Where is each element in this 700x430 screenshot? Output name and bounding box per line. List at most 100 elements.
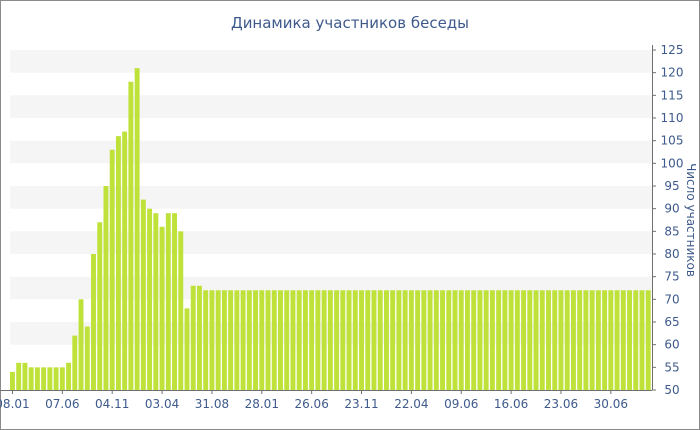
bar: [284, 290, 290, 390]
bar: [253, 290, 259, 390]
bar: [377, 290, 383, 390]
bar: [78, 299, 84, 390]
bar: [221, 290, 227, 390]
y-tick-label: 125: [661, 43, 684, 57]
bar: [53, 367, 59, 390]
bar: [558, 290, 564, 390]
x-tick-label: 16.06: [494, 397, 528, 411]
y-tick-label: 100: [661, 156, 684, 170]
bar: [321, 290, 327, 390]
bar: [103, 186, 109, 390]
bar: [234, 290, 240, 390]
bar: [521, 290, 527, 390]
grid-band: [10, 50, 652, 73]
bar: [471, 290, 477, 390]
bar: [115, 136, 121, 390]
y-tick-label: 95: [664, 179, 679, 193]
bar: [159, 226, 165, 390]
bar: [614, 290, 620, 390]
bar: [608, 290, 614, 390]
bar: [278, 290, 283, 390]
bar: [59, 367, 65, 390]
bar: [240, 290, 246, 390]
bar: [552, 290, 558, 390]
y-tick-label: 90: [664, 202, 679, 216]
bar: [602, 290, 608, 390]
bar: [259, 290, 265, 390]
y-tick-label: 110: [661, 111, 684, 125]
bar: [421, 290, 427, 390]
bar: [508, 290, 514, 390]
x-tick-label: 30.06: [594, 397, 628, 411]
y-tick-label: 75: [664, 270, 679, 284]
bar: [402, 290, 408, 390]
bar: [28, 367, 34, 390]
bar: [109, 149, 115, 390]
bar: [10, 371, 15, 390]
bar: [340, 290, 346, 390]
bar: [196, 285, 202, 390]
bar: [539, 290, 545, 390]
bar: [22, 362, 28, 390]
bar: [97, 222, 103, 390]
bar: [309, 290, 315, 390]
bar: [302, 290, 308, 390]
bar: [477, 290, 483, 390]
y-axis: 50 55 60 65 70 75 80 85 90 95 100 105 110 115 120 125: [652, 43, 683, 397]
bar: [502, 290, 508, 390]
bar: [433, 290, 439, 390]
grid-band: [10, 186, 652, 209]
bar: [627, 290, 632, 390]
bar: [203, 290, 209, 390]
bar: [483, 290, 489, 390]
bar: [140, 199, 146, 390]
bar: [271, 290, 277, 390]
bar: [209, 290, 215, 390]
bar: [47, 367, 53, 390]
bar: [496, 290, 502, 390]
y-axis-label: Число участников: [684, 163, 698, 277]
bar: [178, 231, 184, 390]
x-tick-label: 08.01: [0, 397, 30, 411]
bar: [570, 290, 576, 390]
grid-band: [10, 140, 652, 164]
bar: [583, 290, 589, 390]
bar: [190, 285, 196, 390]
bar: [415, 290, 421, 390]
x-tick-label: 03.04: [145, 397, 179, 411]
bar: [16, 362, 22, 390]
bar: [128, 81, 134, 390]
bar: [34, 367, 40, 390]
bar: [66, 362, 72, 390]
x-tick-label: 09.06: [444, 397, 478, 411]
bar: [296, 290, 302, 390]
bar: [246, 290, 252, 390]
bar: [514, 290, 520, 390]
grid-band: [10, 95, 652, 118]
bar: [465, 290, 470, 390]
y-tick-label: 55: [664, 360, 679, 374]
bar: [564, 290, 570, 390]
bar: [639, 290, 645, 390]
bar: [41, 367, 47, 390]
bar: [527, 290, 533, 390]
y-tick-label: 65: [664, 315, 679, 329]
bar: [440, 290, 446, 390]
bar: [633, 290, 639, 390]
chart-title: Динамика участников беседы: [231, 14, 469, 32]
y-tick-label: 120: [661, 66, 684, 80]
bar: [408, 290, 414, 390]
bar: [215, 290, 221, 390]
bar: [589, 290, 595, 390]
bar: [645, 290, 651, 390]
x-tick-label: 07.06: [45, 397, 79, 411]
bar: [72, 335, 78, 390]
bar: [546, 290, 551, 390]
bar: [153, 213, 159, 390]
bar: [122, 131, 128, 390]
y-tick-label: 80: [664, 247, 679, 261]
y-tick-label: 70: [664, 292, 679, 306]
x-tick-label: 26.06: [294, 397, 328, 411]
bar: [577, 290, 583, 390]
